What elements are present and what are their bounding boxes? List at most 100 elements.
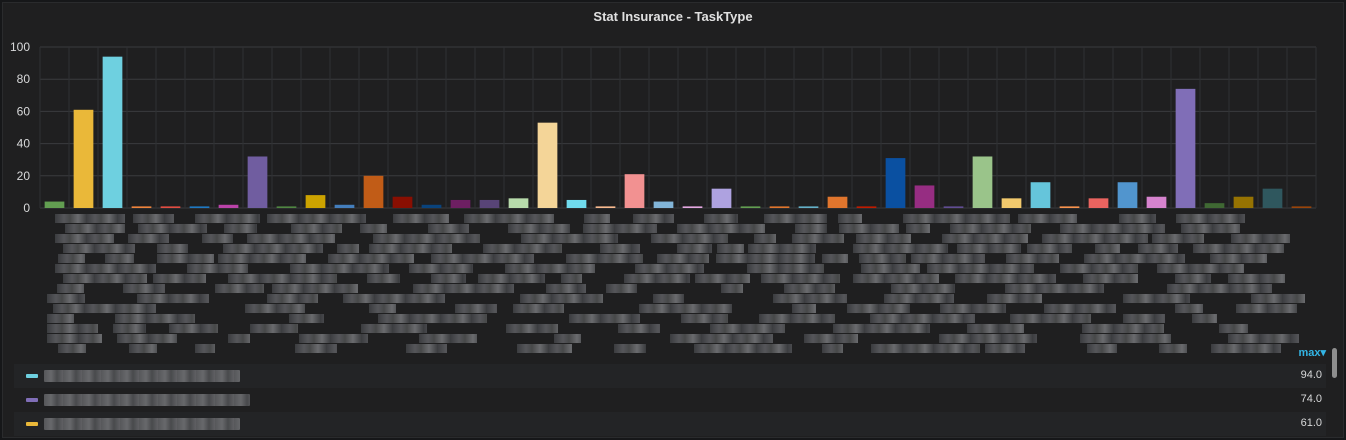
legend-row[interactable]: 94.0 [14,364,1326,388]
redacted-label-block [748,244,816,253]
bar[interactable] [392,196,413,208]
bar[interactable] [798,206,819,208]
legend-series-name-redacted[interactable] [44,418,240,430]
bar[interactable] [102,56,123,208]
redacted-label-block [546,284,586,293]
redacted-label-block [911,254,985,263]
redacted-label-block [406,344,447,353]
bar[interactable] [595,206,616,208]
bar[interactable] [653,201,674,208]
bar[interactable] [1117,182,1138,208]
bar[interactable] [44,201,65,208]
y-axis: 0 20 40 60 80 100 [10,40,30,215]
panel-title[interactable]: Stat Insurance - TaskType [593,9,753,24]
bar[interactable] [305,195,326,208]
redacted-label-block [373,234,480,243]
bar[interactable] [682,206,703,208]
redacted-label-block [651,234,728,243]
legend-scrollbar[interactable] [1332,348,1337,378]
bar[interactable] [363,175,384,208]
redacted-label-block [1157,264,1244,273]
bar[interactable] [624,174,645,208]
bar[interactable] [769,206,790,208]
redacted-label-block [55,234,114,243]
redacted-label-block [957,244,1021,253]
bar[interactable] [247,156,268,208]
redacted-label-block [600,244,640,253]
bar[interactable] [276,206,297,208]
bar[interactable] [914,185,935,208]
bar[interactable] [537,122,558,208]
bar[interactable] [218,204,239,208]
redacted-label-block [761,274,840,283]
bar[interactable] [1059,206,1080,208]
redacted-label-block [1231,234,1290,243]
redacted-label-block [940,304,1006,313]
bar[interactable] [1204,203,1225,208]
redacted-label-block [764,214,827,223]
legend-swatch[interactable] [26,374,38,378]
bar[interactable] [566,199,587,208]
redacted-label-block [464,214,554,223]
redacted-label-block [63,274,147,283]
bar[interactable] [334,204,355,208]
redacted-label-block [939,334,1037,343]
bar[interactable] [73,109,94,208]
redacted-label-block [224,224,257,233]
bar[interactable] [479,199,500,208]
redacted-label-block [884,294,954,303]
redacted-label-block [759,314,835,323]
redacted-label-block [267,294,318,303]
redacted-label-block [267,214,366,223]
redacted-label-block [1211,344,1281,353]
redacted-label-block [1010,314,1091,323]
redacted-label-block [223,244,323,253]
bar[interactable] [508,198,529,208]
bar[interactable] [885,158,906,208]
bar[interactable] [740,206,761,208]
bar[interactable] [943,206,964,208]
bar[interactable] [1030,182,1051,208]
bar[interactable] [1262,188,1283,208]
legend-sort-max[interactable]: max▾ [1298,347,1326,359]
bar[interactable] [711,188,732,208]
legend-row[interactable]: 61.0 [14,412,1326,436]
bar[interactable] [160,206,181,208]
redacted-label-block [694,344,792,353]
legend-row[interactable]: 74.0 [14,388,1326,412]
bar[interactable] [827,196,848,208]
bar[interactable] [1001,198,1022,208]
bar[interactable] [131,206,152,208]
legend-series-name-redacted[interactable] [44,370,240,382]
redacted-label-block [795,224,827,233]
bar[interactable] [1175,88,1196,208]
redacted-label-block [792,304,816,313]
bar[interactable] [856,206,877,208]
redacted-label-block [1210,254,1267,263]
redacted-label-block [569,314,640,323]
bar[interactable] [421,204,442,208]
bars [44,56,1312,208]
legend-series-name-redacted[interactable] [44,394,250,406]
redacted-label-block [583,224,657,233]
redacted-label-block [195,214,260,223]
redacted-label-block [47,314,74,323]
bar[interactable] [189,206,210,208]
bar[interactable] [1291,206,1312,208]
bar[interactable] [1146,196,1167,208]
legend-swatch[interactable] [26,422,38,426]
redacted-label-block [859,254,906,263]
redacted-label-block [299,334,368,343]
bar[interactable] [450,199,471,208]
redacted-label-block [635,264,704,273]
redacted-label-block [704,214,738,223]
bar[interactable] [972,156,993,208]
redacted-label-block [561,274,582,283]
redacted-label-block [378,314,487,323]
bar[interactable] [1088,198,1109,208]
redacted-label-block [58,344,86,353]
bar[interactable] [1233,196,1254,208]
redacted-label-block [47,324,98,333]
legend-swatch[interactable] [26,398,38,402]
